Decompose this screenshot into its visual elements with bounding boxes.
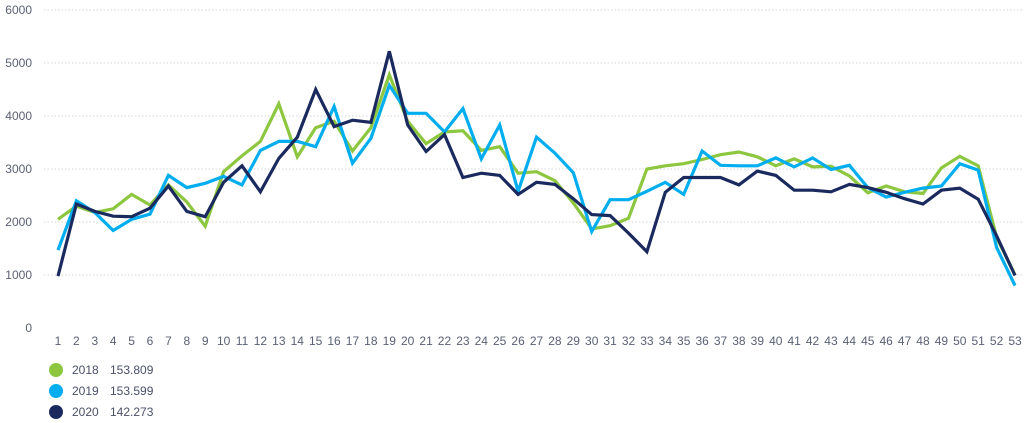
legend-total-2020: 142.273 — [110, 405, 154, 419]
legend: 2018 153.809 2019 153.599 2020 142.273 — [49, 363, 154, 419]
legend-label-2019: 2019 — [72, 384, 99, 398]
legend-marker-2020 — [49, 405, 63, 419]
x-tick-label-13: 13 — [272, 334, 286, 348]
x-tick-label-30: 30 — [585, 334, 599, 348]
x-tick-label-39: 39 — [751, 334, 765, 348]
y-tick-label-4000: 4000 — [5, 109, 32, 123]
x-tick-label-34: 34 — [659, 334, 673, 348]
legend-label-2020: 2020 — [72, 405, 99, 419]
y-tick-label-2000: 2000 — [5, 215, 32, 229]
x-tick-label-45: 45 — [861, 334, 875, 348]
series-line-2018 — [57, 70, 1017, 276]
legend-total-2018: 153.809 — [110, 363, 154, 377]
x-tick-label-29: 29 — [567, 334, 581, 348]
x-tick-label-32: 32 — [622, 334, 636, 348]
x-tick-label-41: 41 — [787, 334, 801, 348]
series-line-2019 — [56, 81, 1017, 287]
x-tick-label-20: 20 — [401, 334, 415, 348]
legend-label-2018: 2018 — [72, 363, 99, 377]
x-tick-label-9: 9 — [202, 334, 209, 348]
x-tick-label-33: 33 — [640, 334, 654, 348]
legend-total-2019: 153.599 — [110, 384, 154, 398]
x-tick-label-23: 23 — [456, 334, 470, 348]
x-tick-label-51: 51 — [972, 334, 986, 348]
x-tick-label-46: 46 — [879, 334, 893, 348]
x-axis: 1 2 3 4 5 6 7 8 9 10 11 12 13 14 15 16 17 18 19 20 21 22 23 24 2… — [55, 334, 1022, 348]
x-tick-label-24: 24 — [475, 334, 489, 348]
x-tick-label-43: 43 — [824, 334, 838, 348]
x-tick-label-11: 11 — [236, 334, 249, 348]
grid-lines — [44, 9, 1022, 276]
x-tick-label-7: 7 — [165, 334, 172, 348]
x-tick-label-48: 48 — [916, 334, 930, 348]
legend-marker-2018 — [49, 363, 63, 377]
y-tick-label-5000: 5000 — [5, 56, 32, 70]
x-tick-label-5: 5 — [128, 334, 135, 348]
x-tick-label-14: 14 — [291, 334, 305, 348]
x-tick-label-12: 12 — [254, 334, 268, 348]
y-tick-label-3000: 3000 — [5, 162, 32, 176]
x-tick-label-44: 44 — [843, 334, 857, 348]
x-tick-label-28: 28 — [548, 334, 562, 348]
x-tick-label-49: 49 — [935, 334, 949, 348]
x-tick-label-47: 47 — [898, 334, 912, 348]
x-tick-label-52: 52 — [990, 334, 1004, 348]
x-tick-label-21: 21 — [419, 334, 433, 348]
x-tick-label-27: 27 — [530, 334, 544, 348]
y-axis: 0 1000 2000 3000 4000 5000 6000 — [5, 3, 32, 335]
series-lines — [56, 50, 1017, 287]
x-tick-label-1: 1 — [55, 334, 62, 348]
y-tick-label-6000: 6000 — [5, 3, 32, 17]
x-tick-label-53: 53 — [1008, 334, 1022, 348]
x-tick-label-31: 31 — [603, 334, 617, 348]
x-tick-label-37: 37 — [714, 334, 728, 348]
x-tick-label-2: 2 — [73, 334, 80, 348]
x-tick-label-22: 22 — [438, 334, 452, 348]
x-tick-label-17: 17 — [346, 334, 360, 348]
x-tick-label-3: 3 — [91, 334, 98, 348]
y-tick-label-1000: 1000 — [5, 268, 32, 282]
x-tick-label-19: 19 — [383, 334, 397, 348]
x-tick-label-35: 35 — [677, 334, 691, 348]
x-tick-label-8: 8 — [183, 334, 190, 348]
x-tick-label-4: 4 — [110, 334, 117, 348]
x-tick-label-38: 38 — [732, 334, 746, 348]
y-tick-label-0: 0 — [25, 321, 32, 335]
x-tick-label-36: 36 — [695, 334, 709, 348]
legend-marker-2019 — [49, 384, 63, 398]
x-tick-label-42: 42 — [806, 334, 820, 348]
series-line-2020 — [56, 50, 1017, 277]
x-tick-label-10: 10 — [217, 334, 231, 348]
x-tick-label-6: 6 — [147, 334, 154, 348]
x-tick-label-16: 16 — [327, 334, 341, 348]
x-tick-label-18: 18 — [364, 334, 378, 348]
x-tick-label-25: 25 — [493, 334, 507, 348]
x-tick-label-26: 26 — [511, 334, 525, 348]
x-tick-label-40: 40 — [769, 334, 783, 348]
x-tick-label-50: 50 — [953, 334, 967, 348]
x-tick-label-15: 15 — [309, 334, 323, 348]
